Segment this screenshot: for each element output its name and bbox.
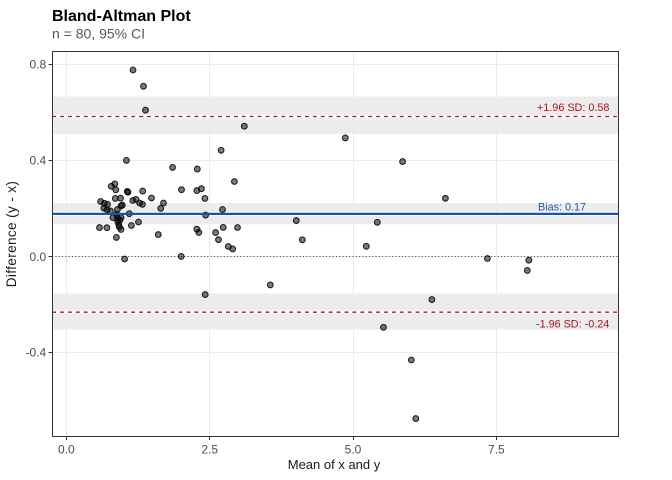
svg-text:7.5: 7.5 <box>488 443 505 457</box>
svg-text:-0.4: -0.4 <box>26 345 47 359</box>
svg-text:0.8: 0.8 <box>30 58 47 72</box>
svg-text:Difference (y - x): Difference (y - x) <box>4 181 19 288</box>
svg-text:0.4: 0.4 <box>30 154 47 168</box>
svg-text:5.0: 5.0 <box>345 443 362 457</box>
svg-text:Bias: 0.17: Bias: 0.17 <box>538 202 586 214</box>
svg-text:Bland-Altman Plot: Bland-Altman Plot <box>52 8 191 25</box>
svg-text:-1.96 SD: -0.24: -1.96 SD: -0.24 <box>536 319 609 331</box>
svg-text:0.0: 0.0 <box>58 443 75 457</box>
svg-text:0.0: 0.0 <box>30 250 47 264</box>
svg-text:Mean of x and y: Mean of x and y <box>288 457 381 472</box>
svg-text:+1.96 SD: 0.58: +1.96 SD: 0.58 <box>537 102 609 114</box>
svg-text:2.5: 2.5 <box>201 443 218 457</box>
svg-text:n = 80, 95% CI: n = 80, 95% CI <box>52 25 145 41</box>
